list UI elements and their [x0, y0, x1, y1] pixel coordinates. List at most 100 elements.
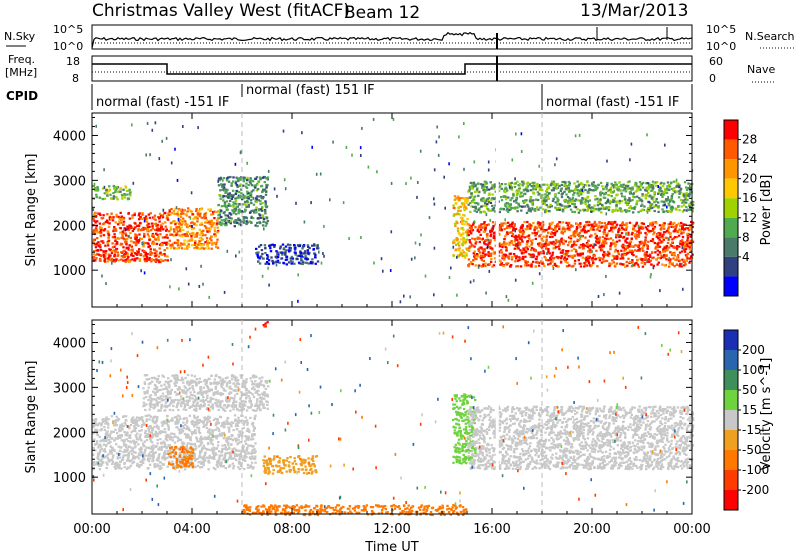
echo-cell — [456, 242, 460, 245]
echo-cell — [467, 203, 470, 206]
echo-cell — [611, 254, 615, 257]
speckle-cell — [574, 134, 577, 138]
echo-cell — [110, 216, 113, 219]
echo-cell — [223, 222, 226, 226]
echo-cell — [610, 182, 613, 185]
echo-cell — [558, 248, 561, 251]
echo-cell — [650, 197, 653, 200]
echo-cell — [186, 436, 190, 439]
echo-cell — [465, 221, 469, 224]
echo-cell — [528, 208, 531, 211]
echo-cell — [534, 198, 538, 201]
echo-cell — [668, 262, 671, 265]
echo-cell — [628, 245, 631, 248]
echo-cell — [671, 225, 675, 229]
echo-cell — [243, 176, 246, 179]
echo-cell — [455, 239, 459, 242]
echo-cell — [540, 260, 543, 263]
echo-cell — [198, 454, 201, 457]
echo-cell — [223, 456, 226, 460]
echo-cell — [566, 244, 570, 247]
echo-cell — [165, 241, 169, 244]
echo-cell — [226, 421, 229, 424]
echo-cell — [529, 196, 532, 199]
echo-cell — [683, 250, 687, 253]
echo-cell — [581, 244, 584, 247]
echo-cell — [276, 259, 280, 262]
echo-cell — [165, 214, 169, 217]
echo-cell — [515, 255, 518, 258]
echo-cell — [493, 231, 496, 234]
echo-cell — [573, 230, 577, 233]
noise-sky-line — [91, 31, 693, 49]
echo-cell — [216, 226, 219, 229]
speckle-cell — [149, 153, 151, 157]
echo-cell — [657, 232, 660, 235]
echo-cell — [200, 456, 203, 459]
echo-cell — [175, 421, 178, 424]
echo-cell — [106, 242, 110, 245]
echo-cell — [621, 254, 624, 258]
echo-cell — [672, 189, 675, 192]
echo-cell — [135, 238, 138, 241]
echo-cell — [653, 201, 656, 204]
echo-cell — [254, 186, 257, 189]
freq-right-tick-top: 60 — [709, 55, 723, 68]
echo-cell — [193, 425, 196, 428]
power-speckle — [92, 117, 694, 304]
echo-cell — [237, 217, 240, 220]
speckle-cell — [319, 172, 322, 176]
echo-cell — [240, 210, 243, 213]
echo-cell — [587, 205, 591, 208]
echo-cell — [168, 210, 171, 213]
echo-cell — [314, 253, 317, 256]
echo-cell — [119, 231, 122, 234]
echo-cell — [581, 183, 584, 186]
echo-cell — [108, 185, 111, 188]
echo-cell — [156, 233, 159, 236]
echo-cell — [574, 198, 577, 201]
echo-cell — [624, 190, 628, 193]
echo-cell — [507, 183, 511, 186]
echo-cell — [98, 212, 101, 215]
echo-cell — [302, 244, 305, 248]
echo-cell — [665, 199, 668, 202]
echo-cell — [618, 207, 621, 210]
echo-cell — [470, 185, 473, 188]
echo-cell — [481, 184, 484, 187]
echo-cell — [98, 257, 102, 261]
echo-cell — [307, 262, 310, 265]
echo-cell — [311, 244, 314, 247]
echo-cell — [683, 243, 687, 246]
echo-cell — [661, 236, 665, 239]
echo-cell — [681, 242, 684, 245]
echo-cell — [663, 182, 666, 185]
echo-cell — [506, 221, 510, 224]
echo-cell — [476, 254, 479, 258]
echo-cell — [596, 201, 600, 204]
echo-cell — [658, 250, 661, 254]
echo-cell — [532, 248, 536, 251]
echo-cell — [260, 185, 263, 188]
echo-cell — [170, 211, 174, 215]
echo-cell — [182, 212, 185, 215]
echo-cell — [614, 245, 617, 248]
speckle-cell — [189, 216, 192, 220]
echo-cell — [97, 249, 100, 252]
echo-cell — [100, 217, 104, 220]
echo-cell — [220, 222, 224, 225]
echo-cell — [147, 245, 150, 249]
speckle-cell — [260, 196, 263, 200]
echo-cell — [201, 246, 204, 249]
echo-cell — [233, 457, 236, 460]
echo-cell — [227, 443, 230, 446]
echo-cell — [128, 217, 132, 220]
echo-cell — [672, 180, 676, 183]
echo-cell — [184, 234, 187, 238]
speckle-cell — [103, 185, 106, 189]
echo-cell — [577, 233, 580, 236]
echo-cell — [176, 247, 179, 250]
echo-cell — [647, 258, 650, 261]
echo-cell — [586, 220, 590, 223]
echo-cell — [630, 238, 633, 241]
